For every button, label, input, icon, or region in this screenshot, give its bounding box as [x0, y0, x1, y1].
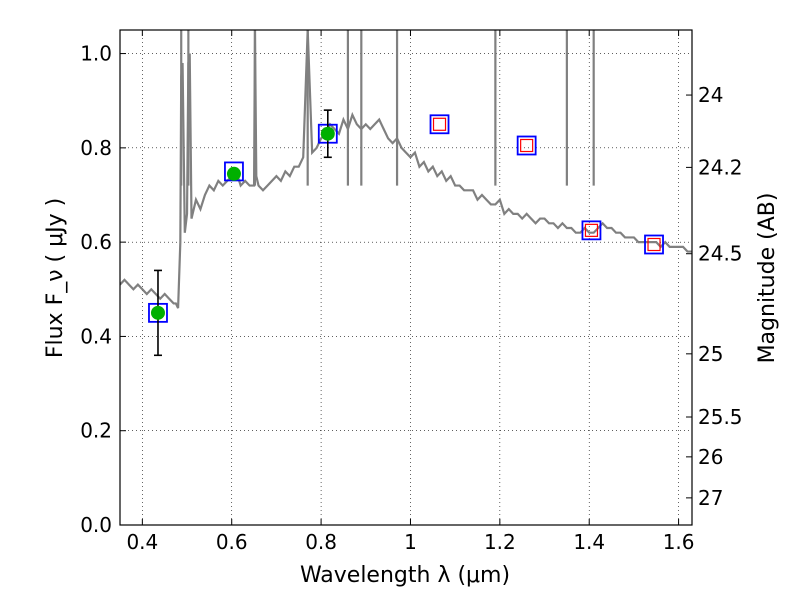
y-tick-label: 1.0 — [80, 42, 112, 66]
synthetic-flux-marker — [520, 138, 534, 153]
synthetic-flux-marker — [584, 223, 599, 237]
x-tick-label: 1 — [404, 530, 417, 554]
right-tick-label: 26 — [698, 445, 723, 469]
x-tick-label: 1.2 — [484, 530, 516, 554]
x-tick-label: 0.4 — [126, 530, 158, 554]
model-flux-marker — [581, 220, 602, 241]
model-flux-marker — [644, 234, 664, 255]
right-tick-label: 25 — [698, 342, 723, 366]
right-tick-label: 27 — [698, 486, 723, 510]
y-tick-label: 0.0 — [80, 513, 112, 537]
observed-flux-point — [320, 126, 335, 141]
y-tick-label: 0.6 — [80, 230, 112, 254]
ticks-layer: 0.4 0.6 0.8 1 1.2 1.4 1.6 0.0 0.2 0.4 0.6 0.8 1.0 24 2… — [80, 30, 743, 554]
grid-lines — [120, 30, 692, 526]
y-axis-right-label: Magnitude (AB) — [755, 193, 780, 364]
right-tick-label: 24.5 — [698, 242, 743, 266]
y-tick-label: 0.4 — [80, 324, 112, 348]
right-tick-label: 24.2 — [698, 155, 743, 179]
x-tick-label: 0.6 — [216, 530, 248, 554]
x-tick-label: 1.4 — [573, 530, 605, 554]
y-tick-label: 0.8 — [80, 136, 112, 160]
observed-flux-point — [150, 305, 165, 320]
plot-frame — [119, 29, 693, 526]
series-layer — [120, 30, 692, 309]
x-tick-label: 1.6 — [663, 530, 695, 554]
model-flux-marker — [429, 114, 450, 135]
y-axis-label: Flux F_ν ( μJy ) — [43, 198, 68, 358]
model-flux-marker — [516, 135, 537, 156]
right-tick-label: 25.5 — [698, 405, 743, 429]
x-tick-label: 0.8 — [305, 530, 337, 554]
x-axis-label: Wavelength λ (μm) — [300, 563, 510, 588]
observed-flux-point — [226, 166, 241, 181]
markers-layer — [148, 109, 664, 357]
sed-model-line — [120, 30, 692, 309]
y-tick-label: 0.2 — [80, 419, 112, 443]
synthetic-flux-marker — [432, 117, 447, 131]
right-tick-label: 24 — [698, 83, 723, 107]
synthetic-flux-marker — [647, 237, 661, 252]
